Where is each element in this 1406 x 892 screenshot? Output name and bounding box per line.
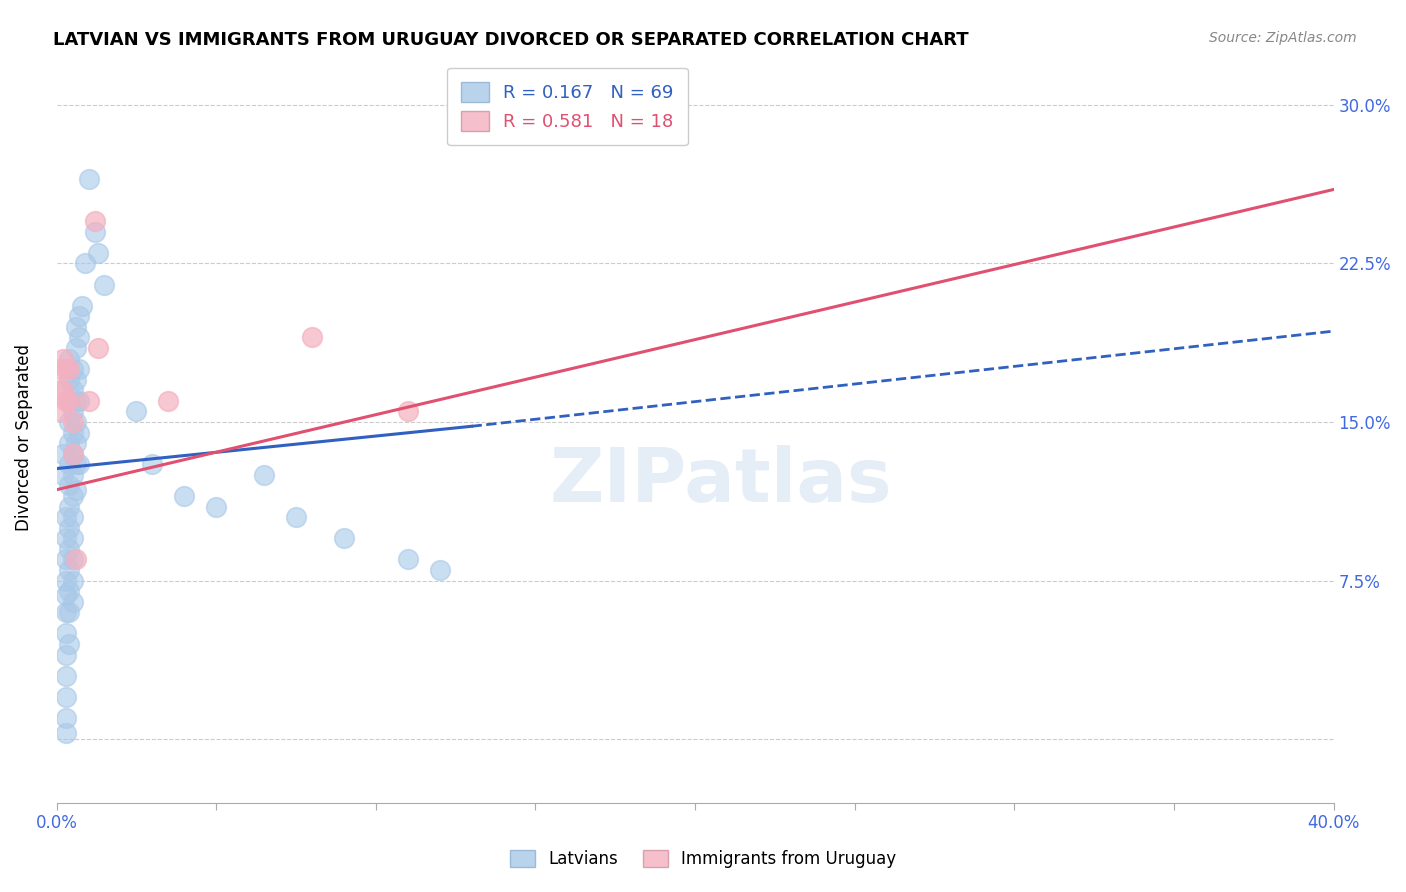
Point [55, 605, 77, 619]
Point [65, 373, 87, 387]
Point [58, 362, 80, 376]
Point [62, 574, 84, 588]
Point [62, 384, 84, 398]
Legend: R = 0.167   N = 69, R = 0.581   N = 18: R = 0.167 N = 69, R = 0.581 N = 18 [447, 68, 688, 145]
Point [58, 541, 80, 556]
Text: ZIPatlas: ZIPatlas [550, 445, 891, 518]
Point [62, 510, 84, 524]
Point [65, 458, 87, 472]
Point [58, 500, 80, 514]
Point [58, 605, 80, 619]
Point [52, 467, 75, 482]
Point [301, 330, 323, 344]
Point [62, 595, 84, 609]
Point [141, 458, 163, 472]
Point [62, 447, 84, 461]
Point [429, 563, 451, 577]
Point [58, 521, 80, 535]
Point [49, 384, 72, 398]
Point [52, 384, 75, 398]
Point [65, 415, 87, 429]
Point [55, 669, 77, 683]
Point [396, 552, 419, 566]
Point [58, 584, 80, 599]
Point [157, 393, 180, 408]
Point [87, 341, 110, 355]
Point [93, 277, 115, 292]
Point [52, 351, 75, 366]
Point [58, 351, 80, 366]
Point [84, 225, 107, 239]
Point [205, 500, 228, 514]
Point [55, 626, 77, 640]
Point [84, 214, 107, 228]
Point [62, 447, 84, 461]
Point [55, 510, 77, 524]
Point [77, 393, 100, 408]
Point [67, 393, 90, 408]
Point [67, 362, 90, 376]
Point [55, 574, 77, 588]
Text: LATVIAN VS IMMIGRANTS FROM URUGUAY DIVORCED OR SEPARATED CORRELATION CHART: LATVIAN VS IMMIGRANTS FROM URUGUAY DIVOR… [53, 31, 969, 49]
Point [55, 552, 77, 566]
Point [253, 467, 276, 482]
Point [55, 532, 77, 546]
Point [77, 172, 100, 186]
Point [58, 563, 80, 577]
Point [62, 404, 84, 418]
Point [62, 532, 84, 546]
Point [58, 436, 80, 450]
Point [55, 690, 77, 704]
Point [58, 415, 80, 429]
Point [62, 467, 84, 482]
Point [285, 510, 308, 524]
Point [52, 447, 75, 461]
Point [65, 341, 87, 355]
Point [55, 711, 77, 725]
Point [70, 299, 93, 313]
Point [58, 393, 80, 408]
Point [58, 637, 80, 651]
Point [62, 425, 84, 440]
Point [58, 478, 80, 492]
Point [333, 532, 356, 546]
Point [65, 393, 87, 408]
Point [65, 483, 87, 497]
Point [87, 246, 110, 260]
Point [55, 648, 77, 662]
Text: Source: ZipAtlas.com: Source: ZipAtlas.com [1209, 31, 1357, 45]
Point [67, 425, 90, 440]
Point [62, 415, 84, 429]
Point [67, 330, 90, 344]
Point [65, 436, 87, 450]
Point [58, 373, 80, 387]
Point [55, 362, 77, 376]
Point [67, 310, 90, 324]
Point [173, 489, 195, 503]
Point [65, 552, 87, 566]
Point [67, 458, 90, 472]
Point [62, 362, 84, 376]
Point [125, 404, 148, 418]
Point [396, 404, 419, 418]
Point [58, 458, 80, 472]
Legend: Latvians, Immigrants from Uruguay: Latvians, Immigrants from Uruguay [502, 842, 904, 877]
Point [62, 489, 84, 503]
Point [49, 362, 72, 376]
Point [58, 393, 80, 408]
Point [65, 320, 87, 334]
Point [55, 726, 77, 740]
Point [75, 256, 97, 270]
Point [55, 393, 77, 408]
Point [49, 404, 72, 418]
Point [55, 589, 77, 603]
Point [62, 552, 84, 566]
Y-axis label: Divorced or Separated: Divorced or Separated [15, 344, 32, 532]
